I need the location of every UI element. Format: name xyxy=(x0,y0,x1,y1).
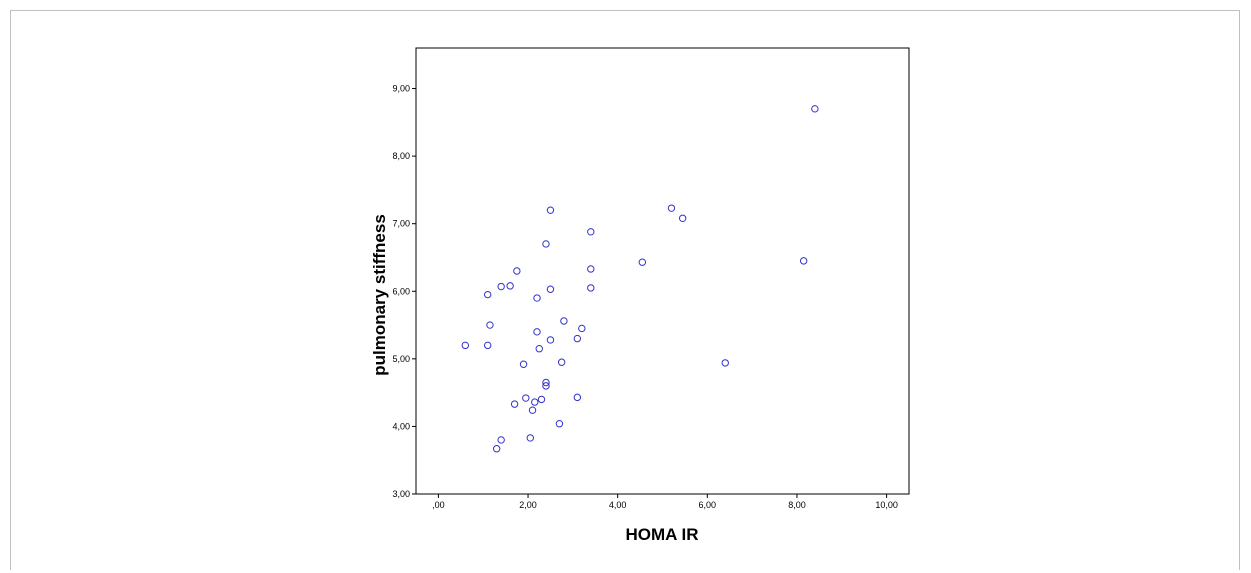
x-tick-label: 8,00 xyxy=(788,500,806,510)
data-point xyxy=(555,420,564,428)
data-point xyxy=(667,204,676,212)
data-point xyxy=(546,206,555,214)
data-point xyxy=(573,393,582,402)
data-point xyxy=(531,398,539,406)
y-tick-label: 9,00 xyxy=(392,84,410,94)
data-point xyxy=(533,294,541,302)
y-tick-label: 3,00 xyxy=(392,489,410,499)
data-point xyxy=(542,240,550,248)
x-axis-title: HOMA IR xyxy=(625,525,698,544)
data-point xyxy=(546,285,555,293)
data-point xyxy=(497,282,505,291)
y-tick-label: 4,00 xyxy=(392,421,410,431)
x-axis: ,00 2,00 4,00 6,00 8,00 10,00 xyxy=(432,494,898,510)
data-point xyxy=(484,290,492,299)
data-point xyxy=(560,317,568,325)
data-point xyxy=(484,341,492,350)
data-point xyxy=(522,394,530,402)
data-point xyxy=(811,105,819,113)
data-points xyxy=(461,105,819,453)
data-point xyxy=(799,257,808,265)
data-point xyxy=(533,328,541,336)
x-tick-label: 10,00 xyxy=(875,500,898,510)
y-tick-label: 8,00 xyxy=(392,151,410,161)
data-point xyxy=(461,341,469,350)
data-point xyxy=(486,321,494,329)
data-point xyxy=(526,434,534,442)
data-point xyxy=(528,406,537,414)
y-axis: 3,00 4,00 5,00 6,00 7,00 8,00 9,00 xyxy=(392,84,416,499)
chart-frame xyxy=(10,10,1240,570)
data-point xyxy=(587,228,595,236)
x-tick-label: 2,00 xyxy=(519,500,537,510)
data-point xyxy=(587,284,595,292)
data-point xyxy=(557,358,566,366)
data-point xyxy=(537,395,546,404)
data-point xyxy=(510,400,519,408)
data-point xyxy=(542,378,550,387)
y-tick-label: 5,00 xyxy=(392,354,410,364)
data-point xyxy=(721,359,729,367)
data-point xyxy=(535,345,543,353)
plot-area xyxy=(415,47,910,495)
x-tick-label: 4,00 xyxy=(609,500,627,510)
data-point xyxy=(506,282,514,290)
y-tick-label: 7,00 xyxy=(392,219,410,229)
data-point xyxy=(638,258,647,266)
data-point xyxy=(519,360,528,368)
x-tick-label: 6,00 xyxy=(699,500,717,510)
data-point xyxy=(542,382,550,390)
y-axis-title: pulmonary stiffness xyxy=(370,214,389,376)
data-point xyxy=(573,334,582,343)
data-point xyxy=(497,436,505,444)
data-point xyxy=(492,445,501,453)
data-point xyxy=(578,324,586,333)
y-tick-label: 6,00 xyxy=(392,286,410,296)
data-point xyxy=(678,214,687,222)
x-tick-label: ,00 xyxy=(432,500,445,510)
data-point xyxy=(546,336,555,344)
data-point xyxy=(513,267,521,275)
data-point xyxy=(587,265,595,273)
